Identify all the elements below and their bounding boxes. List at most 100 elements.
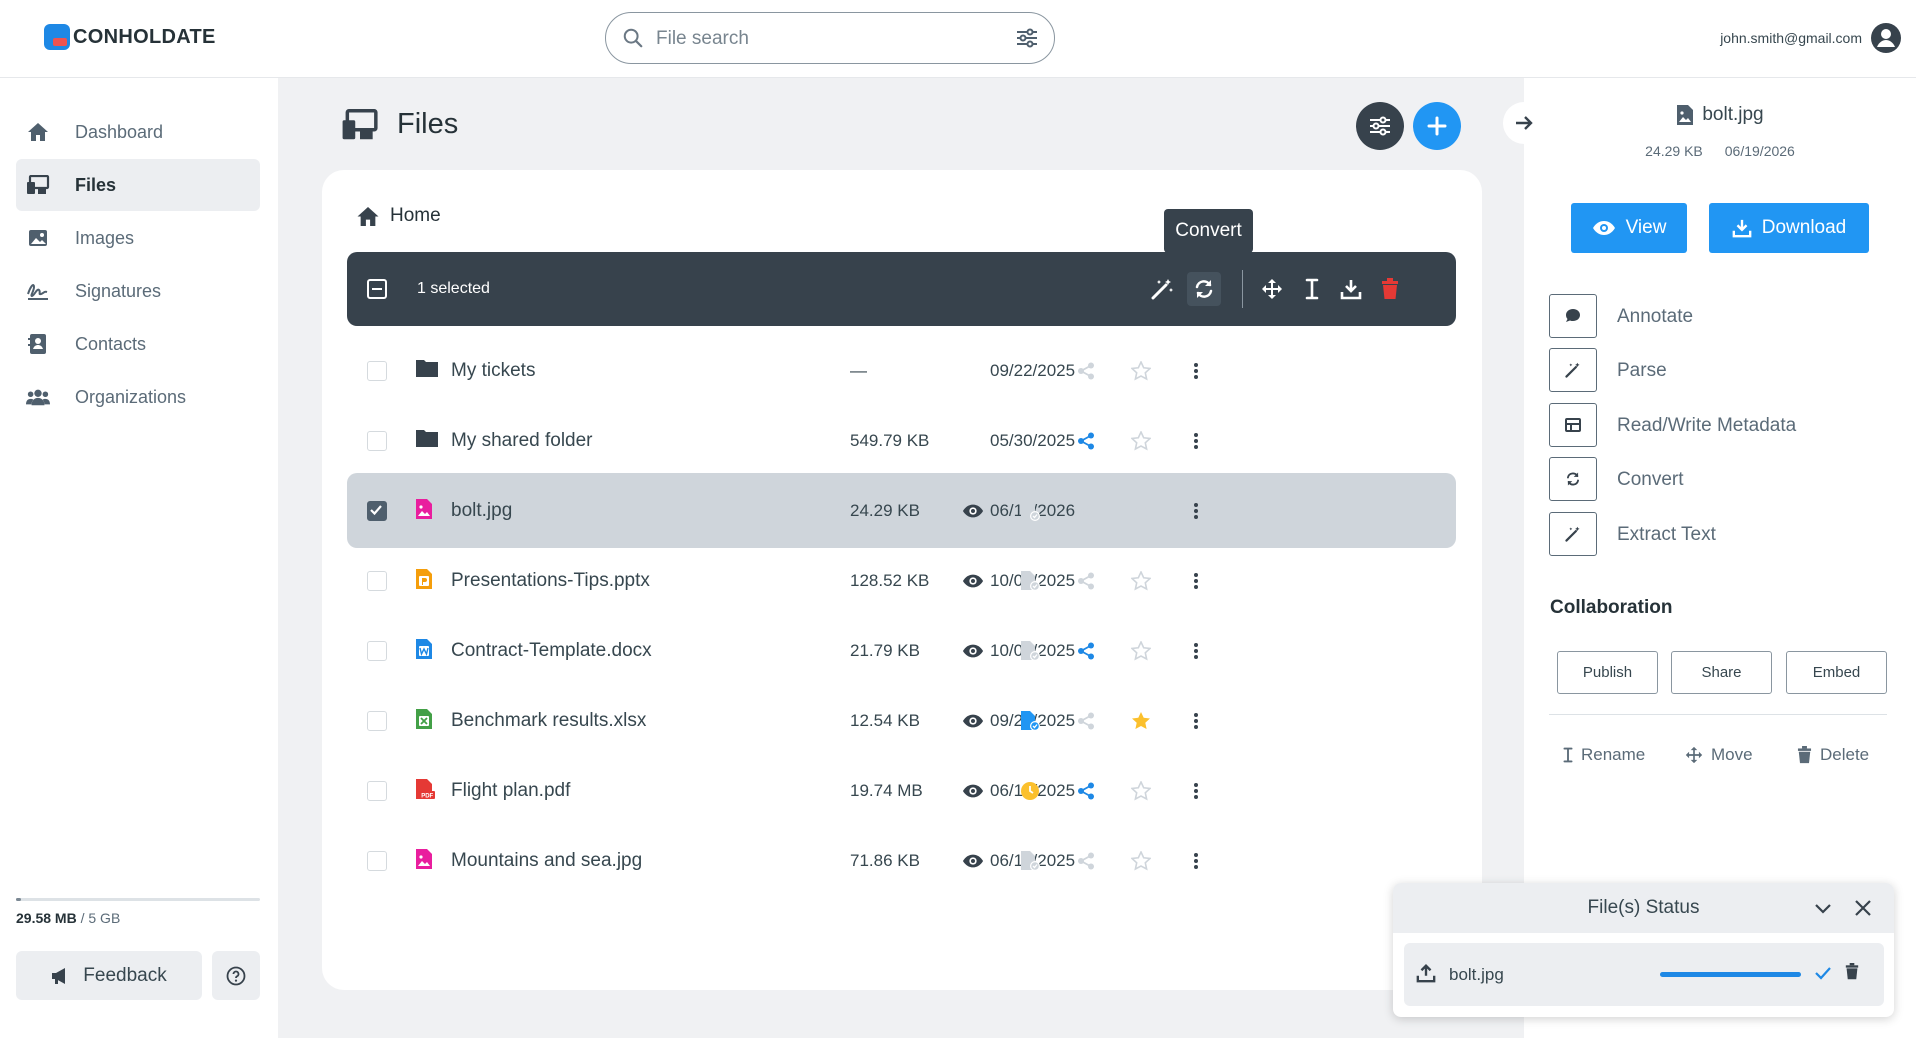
share-icon[interactable]: [1073, 778, 1099, 804]
star-icon[interactable]: [1128, 708, 1154, 734]
metadata-tool-button[interactable]: [1549, 403, 1597, 447]
extract-text-tool-button[interactable]: [1549, 512, 1597, 556]
deselect-all-checkbox[interactable]: [367, 279, 387, 299]
row-checkbox[interactable]: [367, 431, 387, 451]
extract-text-tool-label[interactable]: Extract Text: [1617, 524, 1716, 545]
preview-eye-icon[interactable]: [960, 708, 986, 734]
convert-tool-label[interactable]: Convert: [1617, 469, 1684, 490]
star-icon[interactable]: [1128, 638, 1154, 664]
delete-button[interactable]: [1373, 272, 1407, 306]
preview-eye-icon[interactable]: [960, 848, 986, 874]
file-name[interactable]: Benchmark results.xlsx: [451, 710, 647, 731]
publish-button[interactable]: Publish: [1557, 651, 1658, 694]
file-name[interactable]: bolt.jpg: [451, 500, 513, 521]
embed-button[interactable]: Embed: [1786, 651, 1887, 694]
share-icon[interactable]: [1073, 428, 1099, 454]
parse-tool-button[interactable]: [1549, 348, 1597, 392]
collapse-panel-button[interactable]: [1503, 102, 1545, 144]
rename-button[interactable]: [1295, 272, 1329, 306]
file-name[interactable]: Presentations-Tips.pptx: [451, 570, 650, 591]
convert-button[interactable]: [1187, 272, 1221, 306]
more-options-icon[interactable]: [1183, 778, 1209, 804]
help-button[interactable]: [212, 951, 260, 1000]
share-icon[interactable]: [1073, 708, 1099, 734]
star-icon[interactable]: [1128, 358, 1154, 384]
file-status-icon[interactable]: [1017, 498, 1043, 524]
close-icon[interactable]: [1853, 898, 1873, 918]
search-filter-icon[interactable]: [1016, 28, 1038, 48]
row-checkbox[interactable]: [367, 851, 387, 871]
row-checkbox[interactable]: [367, 641, 387, 661]
move-link-button[interactable]: Move: [1685, 745, 1753, 765]
view-button[interactable]: View: [1571, 203, 1687, 253]
file-status-icon[interactable]: [1017, 568, 1043, 594]
star-icon[interactable]: [1128, 568, 1154, 594]
search-input[interactable]: [656, 26, 986, 52]
chevron-down-icon[interactable]: [1813, 898, 1833, 918]
row-checkbox[interactable]: [367, 781, 387, 801]
clock-icon[interactable]: [1017, 778, 1043, 804]
annotate-tool-button[interactable]: [1549, 294, 1597, 338]
more-options-icon[interactable]: [1183, 498, 1209, 524]
row-checkbox[interactable]: [367, 501, 387, 521]
file-status-icon[interactable]: [1017, 708, 1043, 734]
row-checkbox[interactable]: [367, 711, 387, 731]
delete-link-button[interactable]: Delete: [1797, 745, 1869, 765]
more-options-icon[interactable]: [1183, 568, 1209, 594]
magic-wand-button[interactable]: [1145, 272, 1179, 306]
feedback-button[interactable]: Feedback: [16, 951, 202, 1000]
file-row[interactable]: My tickets — 09/22/2025: [347, 333, 1456, 408]
preview-eye-icon[interactable]: [960, 638, 986, 664]
download-file-button[interactable]: Download: [1709, 203, 1869, 253]
sidebar-item-contacts[interactable]: Contacts: [16, 318, 260, 370]
file-name[interactable]: My tickets: [451, 360, 536, 381]
file-name[interactable]: My shared folder: [451, 430, 593, 451]
share-icon[interactable]: [1073, 358, 1099, 384]
filter-settings-button[interactable]: [1356, 102, 1404, 150]
star-icon[interactable]: [1128, 778, 1154, 804]
file-name[interactable]: Flight plan.pdf: [451, 780, 571, 801]
more-options-icon[interactable]: [1183, 848, 1209, 874]
file-status-icon[interactable]: [1017, 638, 1043, 664]
preview-eye-icon[interactable]: [960, 498, 986, 524]
share-icon[interactable]: [1073, 848, 1099, 874]
add-button[interactable]: [1413, 102, 1461, 150]
row-checkbox[interactable]: [367, 361, 387, 381]
share-icon[interactable]: [1073, 638, 1099, 664]
star-icon[interactable]: [1128, 848, 1154, 874]
sidebar-item-images[interactable]: Images: [16, 212, 260, 264]
annotate-tool-label[interactable]: Annotate: [1617, 306, 1694, 327]
preview-eye-icon[interactable]: [960, 778, 986, 804]
rename-link-button[interactable]: Rename: [1563, 745, 1645, 765]
trash-icon[interactable]: [1845, 963, 1859, 980]
move-button[interactable]: [1255, 272, 1289, 306]
logo[interactable]: CONHOLDATE: [44, 24, 216, 50]
user-avatar-icon[interactable]: [1870, 22, 1902, 54]
download-button[interactable]: [1334, 272, 1368, 306]
preview-eye-icon[interactable]: [960, 568, 986, 594]
more-options-icon[interactable]: [1183, 708, 1209, 734]
parse-tool-label[interactable]: Parse: [1617, 360, 1667, 381]
file-name[interactable]: Contract-Template.docx: [451, 640, 652, 661]
breadcrumb[interactable]: Home: [356, 205, 441, 227]
more-options-icon[interactable]: [1183, 428, 1209, 454]
sidebar-item-organizations[interactable]: Organizations: [16, 371, 260, 423]
convert-tool-button[interactable]: [1549, 457, 1597, 501]
more-options-icon[interactable]: [1183, 638, 1209, 664]
sidebar-item-files[interactable]: Files: [16, 159, 260, 211]
sidebar-item-dashboard[interactable]: Dashboard: [16, 106, 260, 158]
metadata-tool-label[interactable]: Read/Write Metadata: [1617, 415, 1797, 436]
row-checkbox[interactable]: [367, 571, 387, 591]
more-options-icon[interactable]: [1183, 358, 1209, 384]
share-button[interactable]: Share: [1671, 651, 1772, 694]
file-row[interactable]: My shared folder 549.79 KB 05/30/2025: [347, 403, 1456, 478]
sidebar-item-signatures[interactable]: Signatures: [16, 265, 260, 317]
star-icon[interactable]: [1128, 498, 1154, 524]
share-icon[interactable]: [1073, 498, 1099, 524]
